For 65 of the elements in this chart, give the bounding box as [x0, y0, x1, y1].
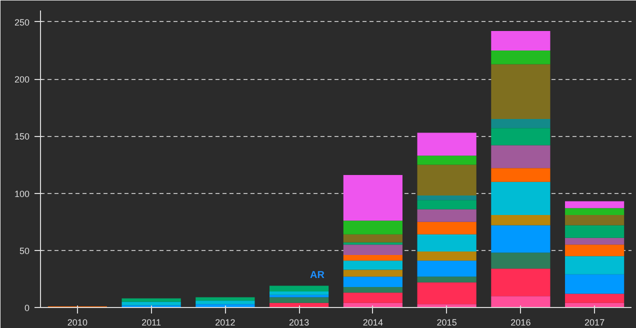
x-tick-label: 2016: [510, 318, 531, 328]
bar: [343, 286, 402, 293]
bar: [417, 209, 476, 222]
bar: [565, 201, 624, 208]
bar: [122, 298, 181, 302]
x-tick-label: 2010: [67, 318, 88, 328]
bar: [491, 64, 550, 120]
bar: [417, 156, 476, 165]
bar: [491, 119, 550, 128]
bar: [417, 252, 476, 261]
bar: [491, 168, 550, 182]
annotation: AR: [310, 270, 326, 281]
bar: [565, 225, 624, 238]
y-tick-label: 150: [14, 132, 30, 142]
bar: [270, 297, 329, 303]
bar: [196, 297, 255, 301]
y-tick-label: 100: [14, 188, 30, 199]
y-tick-label: 50: [19, 246, 30, 256]
bar: [491, 268, 550, 296]
bar: [343, 254, 402, 261]
bar: [491, 128, 550, 146]
y-tick-label: 250: [14, 17, 30, 28]
bar: [343, 292, 402, 303]
bar: [270, 286, 329, 292]
bar: [417, 282, 476, 304]
x-tick-label: 2014: [362, 318, 383, 328]
bar: [491, 50, 550, 64]
x-tick-label: 2013: [289, 318, 310, 328]
bar: [491, 296, 550, 308]
bar: [565, 238, 624, 245]
bar: [343, 234, 402, 242]
bar: [343, 276, 402, 287]
bar: [417, 196, 476, 200]
bar: [565, 214, 624, 226]
bar: [343, 260, 402, 270]
bar: [491, 252, 550, 269]
bar: [491, 214, 550, 226]
bar: [343, 244, 402, 255]
bar: [491, 225, 550, 253]
x-tick-label: 2017: [584, 318, 605, 328]
x-tick-label: 2015: [436, 318, 457, 328]
bar: [270, 292, 329, 295]
bar: [491, 31, 550, 50]
bar: [417, 132, 476, 156]
bar: [417, 222, 476, 234]
bar: [417, 200, 476, 210]
x-tick-label: 2012: [215, 318, 236, 328]
bar: [565, 208, 624, 215]
bar: [491, 145, 550, 168]
x-tick-label: 2011: [142, 318, 161, 328]
y-tick-label: 0: [24, 303, 30, 313]
bar: [417, 276, 476, 282]
bar: [417, 164, 476, 196]
bar: [343, 174, 402, 221]
bar: [417, 260, 476, 277]
bar: [343, 220, 402, 234]
bar: [565, 244, 624, 256]
y-tick-label: 200: [14, 74, 30, 85]
bar: [491, 182, 550, 215]
bar: [565, 294, 624, 303]
bar: [196, 300, 255, 304]
bar: [343, 270, 402, 277]
bar: [565, 256, 624, 274]
bar: [565, 274, 624, 294]
bar: [417, 234, 476, 252]
